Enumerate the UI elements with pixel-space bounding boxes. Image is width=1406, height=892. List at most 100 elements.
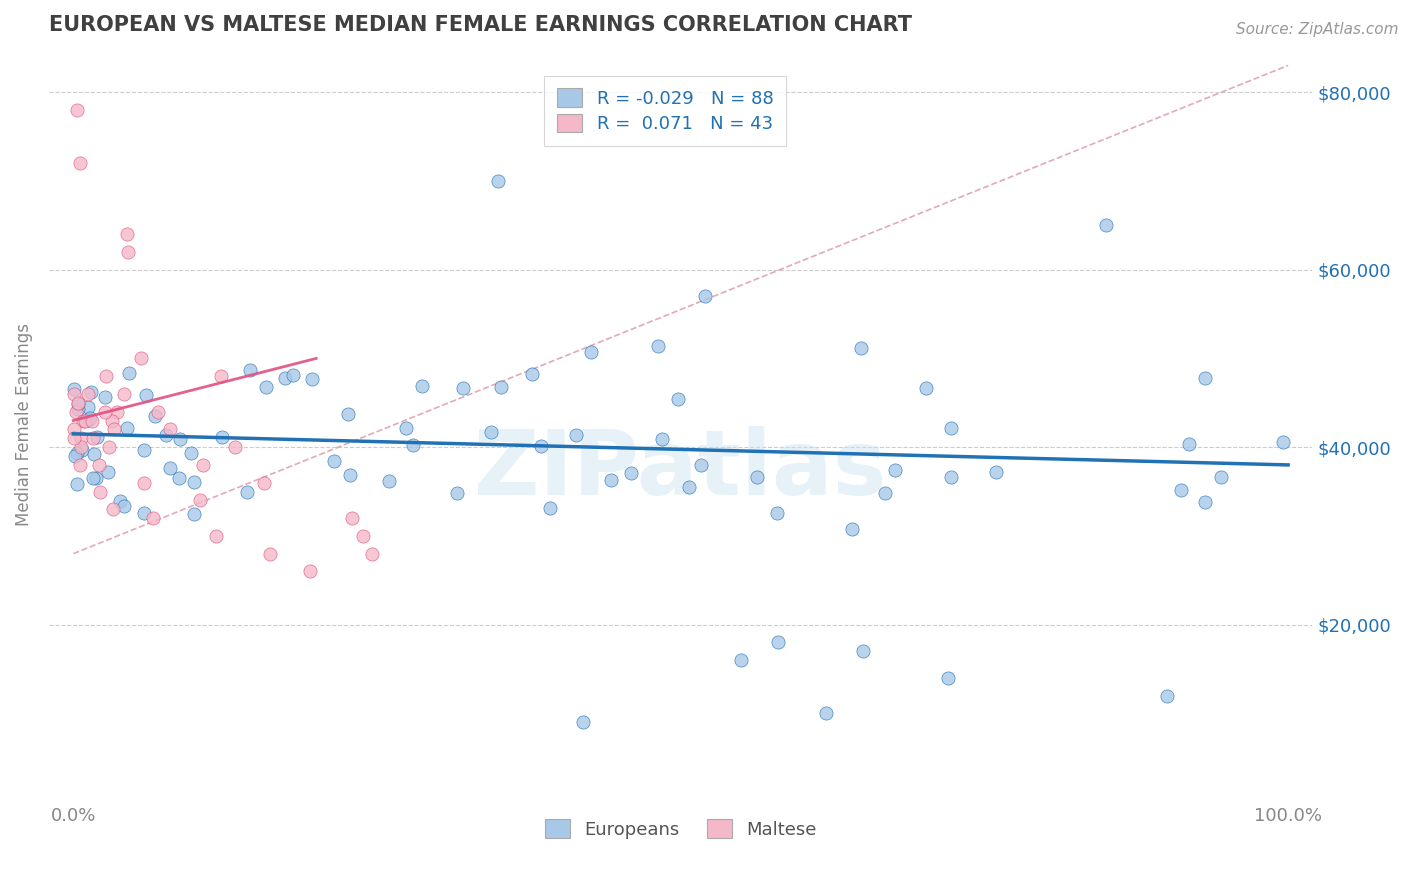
Point	[62, 422, 84, 436]
Point	[651, 432, 673, 446]
Point	[236, 485, 259, 500]
Point	[851, 341, 873, 355]
Point	[86, 430, 108, 444]
Point	[678, 480, 700, 494]
Point	[169, 432, 191, 446]
Point	[730, 653, 752, 667]
Point	[108, 494, 131, 508]
Point	[94, 391, 117, 405]
Point	[841, 522, 863, 536]
Point	[180, 445, 202, 459]
Point	[745, 470, 768, 484]
Point	[83, 447, 105, 461]
Point	[489, 380, 512, 394]
Point	[378, 474, 401, 488]
Point	[114, 499, 136, 513]
Point	[298, 565, 321, 579]
Point	[135, 388, 157, 402]
Point	[939, 470, 962, 484]
Point	[66, 446, 89, 460]
Point	[89, 458, 111, 472]
Point	[132, 506, 155, 520]
Point	[281, 368, 304, 382]
Point	[259, 547, 281, 561]
Point	[1209, 470, 1232, 484]
Point	[129, 351, 152, 366]
Point	[183, 507, 205, 521]
Point	[342, 511, 364, 525]
Point	[72, 443, 94, 458]
Point	[1194, 371, 1216, 385]
Point	[103, 422, 125, 436]
Point	[76, 412, 98, 426]
Point	[1095, 218, 1118, 232]
Point	[69, 156, 91, 170]
Point	[94, 369, 117, 384]
Y-axis label: Median Female Earnings: Median Female Earnings	[15, 324, 32, 526]
Point	[97, 465, 120, 479]
Text: EUROPEAN VS MALTESE MEDIAN FEMALE EARNINGS CORRELATION CHART: EUROPEAN VS MALTESE MEDIAN FEMALE EARNIN…	[49, 15, 912, 35]
Point	[67, 402, 90, 417]
Point	[132, 442, 155, 457]
Point	[167, 471, 190, 485]
Point	[815, 706, 838, 721]
Point	[488, 174, 510, 188]
Point	[1272, 435, 1295, 450]
Point	[572, 715, 595, 730]
Point	[188, 493, 211, 508]
Point	[86, 471, 108, 485]
Point	[402, 438, 425, 452]
Point	[852, 644, 875, 658]
Point	[209, 369, 232, 384]
Point	[766, 506, 789, 520]
Point	[564, 427, 586, 442]
Point	[395, 421, 418, 435]
Point	[66, 396, 89, 410]
Point	[599, 473, 621, 487]
Point	[93, 404, 115, 418]
Point	[446, 485, 468, 500]
Point	[1170, 483, 1192, 497]
Point	[79, 411, 101, 425]
Point	[80, 384, 103, 399]
Point	[117, 244, 139, 259]
Point	[1156, 689, 1178, 703]
Point	[337, 407, 360, 421]
Point	[112, 387, 135, 401]
Point	[183, 475, 205, 489]
Point	[875, 485, 897, 500]
Point	[82, 471, 104, 485]
Point	[479, 425, 502, 440]
Point	[254, 380, 277, 394]
Point	[82, 431, 104, 445]
Point	[689, 458, 711, 472]
Point	[352, 529, 374, 543]
Point	[936, 671, 959, 685]
Point	[191, 458, 214, 472]
Point	[70, 440, 93, 454]
Point	[274, 371, 297, 385]
Point	[155, 427, 177, 442]
Point	[984, 465, 1007, 479]
Point	[132, 475, 155, 490]
Legend: Europeans, Maltese: Europeans, Maltese	[537, 813, 824, 847]
Point	[142, 511, 165, 525]
Point	[62, 382, 84, 396]
Point	[530, 439, 553, 453]
Point	[666, 392, 689, 406]
Point	[538, 501, 561, 516]
Point	[73, 413, 96, 427]
Text: Source: ZipAtlas.com: Source: ZipAtlas.com	[1236, 22, 1399, 37]
Point	[66, 103, 89, 117]
Point	[239, 362, 262, 376]
Point	[89, 484, 111, 499]
Point	[766, 635, 789, 649]
Point	[82, 413, 104, 427]
Point	[97, 440, 120, 454]
Point	[647, 339, 669, 353]
Point	[66, 397, 89, 411]
Point	[205, 529, 228, 543]
Point	[70, 431, 93, 445]
Point	[65, 404, 87, 418]
Point	[693, 289, 716, 303]
